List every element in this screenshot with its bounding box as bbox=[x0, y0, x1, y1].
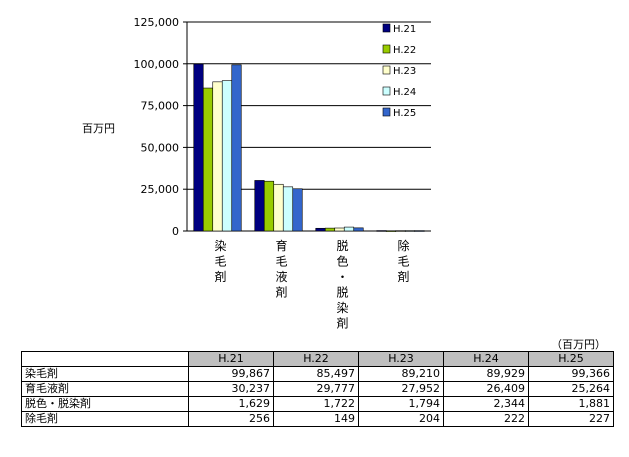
table-corner-cell bbox=[21, 351, 189, 367]
legend-label: H.23 bbox=[393, 66, 416, 77]
bar bbox=[334, 227, 345, 232]
y-tick-label: 0 bbox=[172, 225, 179, 238]
legend-label: H.24 bbox=[393, 87, 416, 98]
bar bbox=[414, 230, 425, 232]
bar bbox=[282, 186, 294, 232]
table-cell: 1,629 bbox=[188, 396, 274, 412]
table-row: 脱色・脱染剤 1,629 1,722 1,794 2,344 1,881 bbox=[21, 396, 614, 412]
table-cell: 1,722 bbox=[273, 396, 359, 412]
table-unit-label: （百万円） bbox=[551, 338, 606, 351]
legend-swatch bbox=[382, 44, 391, 54]
table-header-row: H.21 H.22 H.23 H.24 H.25 bbox=[21, 351, 614, 367]
bar bbox=[376, 230, 387, 232]
legend-label: H.21 bbox=[393, 24, 416, 35]
bar bbox=[315, 227, 326, 232]
bar bbox=[404, 230, 416, 232]
bar bbox=[202, 87, 214, 232]
data-table: H.21 H.22 H.23 H.24 H.25 染毛剤 99,867 85,4… bbox=[21, 351, 614, 427]
bar bbox=[385, 230, 397, 232]
bar bbox=[353, 227, 364, 232]
y-tick-label: 125,000 bbox=[134, 16, 180, 29]
table-cell: 25,264 bbox=[528, 381, 614, 397]
table-row-label: 染毛剤 bbox=[21, 366, 189, 382]
y-tick-label: 100,000 bbox=[134, 58, 180, 71]
bar bbox=[231, 64, 242, 232]
table-cell: 227 bbox=[528, 411, 614, 427]
table-row-label: 脱色・脱染剤 bbox=[21, 396, 189, 412]
table-cell: 1,881 bbox=[528, 396, 614, 412]
bar bbox=[193, 63, 204, 232]
y-tick-label: 25,000 bbox=[141, 183, 180, 196]
table-cell: 149 bbox=[273, 411, 359, 427]
table-cell: 85,497 bbox=[273, 366, 359, 382]
y-tick-label: 50,000 bbox=[141, 141, 180, 154]
x-tick-label: 染毛剤 bbox=[214, 238, 226, 284]
table-cell: 99,867 bbox=[188, 366, 274, 382]
table-cell: 89,929 bbox=[443, 366, 529, 382]
table-header-cell: H.22 bbox=[273, 351, 359, 367]
table-header-cell: H.25 bbox=[528, 351, 614, 367]
bar bbox=[221, 80, 233, 232]
legend-swatch bbox=[382, 65, 391, 75]
bar bbox=[263, 180, 275, 232]
legend-swatch bbox=[382, 107, 391, 117]
bar bbox=[212, 81, 223, 232]
table-cell: 256 bbox=[188, 411, 274, 427]
legend-label: H.22 bbox=[393, 45, 416, 56]
table-cell: 2,344 bbox=[443, 396, 529, 412]
table-cell: 222 bbox=[443, 411, 529, 427]
table-row-label: 育毛液剤 bbox=[21, 381, 189, 397]
table-cell: 26,409 bbox=[443, 381, 529, 397]
bar bbox=[343, 226, 355, 232]
y-axis-label: 百万円 bbox=[82, 122, 115, 135]
legend-swatch bbox=[382, 86, 391, 96]
bar bbox=[324, 227, 336, 232]
y-tick-label: 75,000 bbox=[141, 100, 180, 113]
table-row: 育毛液剤 30,237 29,777 27,952 26,409 25,264 bbox=[21, 381, 614, 397]
bar bbox=[254, 180, 265, 232]
x-tick-label: 育毛液剤 bbox=[275, 238, 287, 300]
table-cell: 30,237 bbox=[188, 381, 274, 397]
bar bbox=[395, 230, 406, 232]
table-row: 染毛剤 99,867 85,497 89,210 89,929 99,366 bbox=[21, 366, 614, 382]
table-cell: 99,366 bbox=[528, 366, 614, 382]
table-cell: 27,952 bbox=[358, 381, 444, 397]
table-cell: 204 bbox=[358, 411, 444, 427]
legend-label: H.25 bbox=[393, 108, 416, 119]
table-header-cell: H.21 bbox=[188, 351, 274, 367]
bar bbox=[273, 183, 284, 232]
table-row: 除毛剤 256 149 204 222 227 bbox=[21, 411, 614, 427]
table-cell: 89,210 bbox=[358, 366, 444, 382]
legend-swatch bbox=[382, 23, 391, 33]
table-cell: 29,777 bbox=[273, 381, 359, 397]
x-tick-label: 脱色・脱染剤 bbox=[336, 238, 348, 331]
table-header-cell: H.24 bbox=[443, 351, 529, 367]
table-header-cell: H.23 bbox=[358, 351, 444, 367]
table-cell: 1,794 bbox=[358, 396, 444, 412]
bar bbox=[292, 188, 303, 232]
x-tick-label: 除毛剤 bbox=[397, 238, 409, 284]
table-row-label: 除毛剤 bbox=[21, 411, 189, 427]
